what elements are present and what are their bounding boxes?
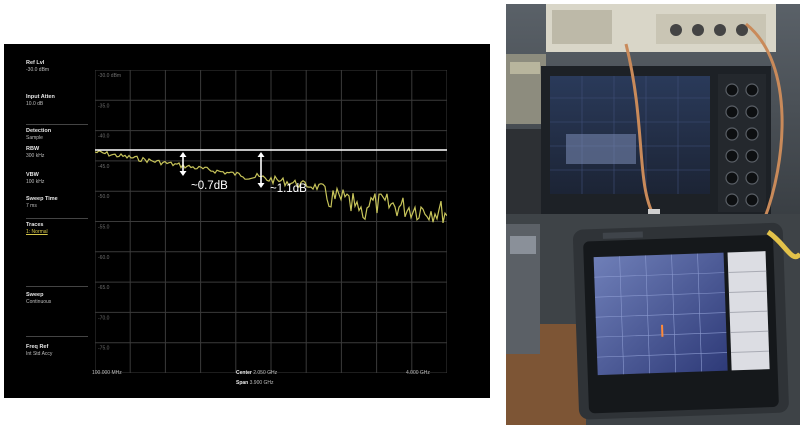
setting-value: Int Std Accy: [26, 351, 92, 358]
annotation-1-1db-label: ~1.1dB: [270, 183, 307, 195]
y-tick-label: -40.0: [98, 134, 110, 140]
plot-grid: [95, 70, 447, 373]
annotation-arrow-0-7db-head-down: [180, 171, 187, 176]
setting-input-atten: Input Atten 10.0 dB: [26, 94, 92, 108]
setting-value: 1: Normal: [26, 229, 92, 236]
center-value: 2.050 GHz: [253, 370, 277, 376]
setting-value: -30.0 dBm: [26, 67, 92, 74]
annotation-arrow-1-1db-head-up: [258, 152, 265, 157]
span-label: Span: [236, 380, 248, 386]
analyzer-settings-sidebar: Ref Lvl -30.0 dBm Input Atten 10.0 dB De…: [26, 60, 92, 380]
setting-traces: Traces 1: Normal: [26, 222, 92, 236]
setting-title: Traces: [26, 222, 92, 229]
setting-title: Sweep: [26, 292, 92, 299]
spectrum-plot: -30.0 dBm -35.0 -40.0 -45.0 -50.0 -55.0 -60.0 -…: [95, 70, 447, 373]
setting-detection: Detection Sample: [26, 128, 92, 142]
center-label: Center: [236, 370, 252, 376]
y-tick-label: -70.0: [98, 315, 110, 321]
y-tick-label: -75.0: [98, 346, 110, 352]
setting-freq-ref: Freq Ref Int Std Accy: [26, 344, 92, 358]
setting-vbw: VBW 100 kHz: [26, 172, 92, 186]
y-tick-label: -45.0: [98, 164, 110, 170]
setting-title: Sweep Time: [26, 196, 92, 203]
setting-value: 7 ms: [26, 203, 92, 210]
span-frequency: Span 3.900 GHz: [236, 380, 274, 386]
lab-bench-photo: [506, 4, 800, 425]
spectrum-analyzer-screen: Ref Lvl -30.0 dBm Input Atten 10.0 dB De…: [4, 44, 490, 398]
sidebar-divider: [26, 336, 88, 337]
setting-title: Input Atten: [26, 94, 92, 101]
setting-sweep-time: Sweep Time 7 ms: [26, 196, 92, 210]
sidebar-divider: [26, 218, 88, 219]
annotation-arrow-0-7db-head-up: [180, 152, 187, 157]
y-tick-label: -50.0: [98, 194, 110, 200]
annotation-0-7db-label: ~0.7dB: [191, 180, 228, 192]
analyzer-footer: 100.000 MHz Center 2.050 GHz Span 3.900 …: [4, 370, 490, 398]
setting-rbw: RBW 300 kHz: [26, 146, 92, 160]
setting-title: VBW: [26, 172, 92, 179]
setting-title: Detection: [26, 128, 92, 135]
lab-bench-photo-icon: [506, 4, 800, 425]
y-tick-label: -60.0: [98, 255, 110, 261]
spectrum-plot-svg: -30.0 dBm -35.0 -40.0 -45.0 -50.0 -55.0 -60.0 -…: [95, 70, 447, 373]
setting-value: 100 kHz: [26, 179, 92, 186]
y-tick-label: -65.0: [98, 285, 110, 291]
setting-sweep: Sweep Continuous: [26, 292, 92, 306]
setting-value: 10.0 dB: [26, 101, 92, 108]
y-tick-label: -55.0: [98, 225, 110, 231]
setting-value: Sample: [26, 135, 92, 142]
setting-ref-level: Ref Lvl -30.0 dBm: [26, 60, 92, 74]
annotation-arrow-1-1db-head-down: [258, 183, 265, 188]
sidebar-divider: [26, 124, 88, 125]
y-tick-labels: -30.0 dBm -35.0 -40.0 -45.0 -50.0 -55.0 -60.0 -…: [98, 73, 121, 352]
setting-title: Freq Ref: [26, 344, 92, 351]
y-tick-label: -30.0 dBm: [98, 73, 121, 79]
setting-value: 300 kHz: [26, 153, 92, 160]
start-frequency: 100.000 MHz: [92, 370, 122, 376]
setting-value: Continuous: [26, 299, 92, 306]
setting-title: RBW: [26, 146, 92, 153]
stop-frequency: 4.000 GHz: [406, 370, 430, 376]
span-value: 3.900 GHz: [250, 380, 274, 386]
sidebar-divider: [26, 286, 88, 287]
y-tick-label: -35.0: [98, 103, 110, 109]
center-frequency: Center 2.050 GHz: [236, 370, 277, 376]
handheld-analyzer: [573, 223, 790, 420]
setting-title: Ref Lvl: [26, 60, 92, 67]
